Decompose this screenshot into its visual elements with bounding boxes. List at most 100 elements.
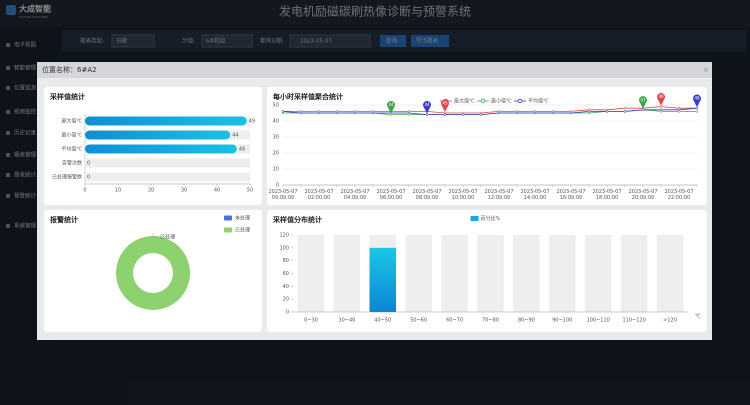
point: [569, 111, 573, 115]
menu-item[interactable]: 历史记录: [14, 129, 37, 137]
mark-pin-label: 44: [424, 102, 430, 107]
point: [551, 111, 555, 115]
x-tick-label: 90~100: [552, 318, 572, 324]
app-title: 发电机励磁碳刷热像诊断与预警系统: [279, 4, 471, 19]
category-label: 最小值℃: [61, 132, 82, 139]
date-value[interactable]: 2023-05-07: [300, 39, 332, 45]
date-input[interactable]: [289, 34, 371, 48]
x-tick-label: 100~110: [587, 318, 610, 324]
select[interactable]: [201, 34, 253, 48]
menu-item[interactable]: 视频监控: [14, 108, 37, 116]
category-label: 平均值℃: [61, 146, 82, 153]
point: [695, 106, 699, 110]
y-tick-label: 0: [286, 310, 289, 316]
select-value[interactable]: 6#机组: [206, 37, 226, 45]
modal-header: [37, 62, 712, 78]
panel: [44, 210, 262, 332]
x-tick-label: 2023-05-07 02:00:00: [304, 189, 333, 201]
y-tick-label: 120: [279, 233, 289, 239]
point: [677, 108, 681, 112]
menu-item[interactable]: 智能管理: [14, 64, 37, 72]
x-tick-label: 2023-05-07 16:00:00: [556, 189, 585, 201]
menu-item[interactable]: 电子视图: [14, 41, 37, 49]
panel: [267, 87, 707, 205]
query-button[interactable]: [380, 35, 406, 47]
menu-icon: [6, 224, 10, 228]
menu-icon: [6, 194, 10, 198]
x-tick-label: 2023-05-07 00:00:00: [268, 189, 297, 201]
band-shadow: [441, 235, 468, 312]
legend-swatch[interactable]: [224, 227, 232, 233]
point: [659, 105, 663, 108]
x-tick-label: 80~90: [518, 318, 535, 324]
y-tick-label: 30: [273, 135, 279, 141]
mark-pin-label: 45: [442, 101, 448, 106]
x-tick-label: 2023-05-07 06:00:00: [376, 189, 405, 201]
menu-item[interactable]: 位置监测: [14, 84, 37, 92]
y-tick-label: 100: [279, 245, 289, 251]
category-label: 最大值℃: [61, 118, 82, 125]
panel-title: 报警统计: [50, 215, 78, 224]
filter-label: 查询日期:: [260, 37, 284, 45]
x-tick-label: 20: [148, 188, 154, 194]
x-tick-label: 2023-05-07 12:00:00: [484, 189, 513, 201]
legend-label[interactable]: 平均值℃: [528, 98, 549, 105]
export-text[interactable]: 导出报表: [416, 37, 439, 45]
mark-pin-label: 48: [694, 96, 700, 101]
legend-label[interactable]: 已处理: [235, 227, 250, 234]
x-tick-label: 60~70: [446, 318, 463, 324]
point: [425, 113, 429, 116]
x-tick-label: 30~40: [338, 318, 355, 324]
x-tick-label: 70~80: [482, 318, 499, 324]
menu-item[interactable]: 报警统计: [14, 192, 37, 200]
mark-pin: [441, 99, 449, 112]
x-tick-label: 2023-05-07 14:00:00: [520, 189, 549, 201]
mark-pin-label: 49: [658, 94, 664, 99]
bar-track: [85, 158, 250, 168]
modal-title: 位置名称：6#A2: [42, 65, 97, 74]
query-text[interactable]: 查询: [386, 37, 398, 45]
band-shadow: [477, 235, 504, 312]
x-tick-label: 2023-05-07 04:00:00: [340, 189, 369, 201]
point: [623, 110, 627, 113]
x-tick-label: 2023-05-07 22:00:00: [664, 189, 693, 201]
bar: [85, 116, 247, 126]
header: [0, 0, 750, 28]
legend-label[interactable]: 百分比%: [481, 215, 501, 222]
menu-item[interactable]: 系统管理: [14, 222, 37, 230]
band-shadow: [333, 235, 361, 312]
point: [353, 111, 357, 115]
select-value[interactable]: 日报: [116, 37, 128, 45]
legend-label[interactable]: 未处理: [235, 215, 250, 222]
point: [695, 110, 699, 113]
y-tick-label: 0: [276, 183, 279, 189]
point: [281, 110, 285, 113]
menu-icon: [6, 173, 10, 177]
legend-label[interactable]: 最小值℃: [491, 98, 512, 105]
export-button[interactable]: [411, 35, 449, 47]
point: [479, 113, 483, 116]
point: [443, 113, 447, 116]
legend-swatch[interactable]: [224, 215, 232, 221]
point: [389, 111, 393, 115]
menu-icon: [6, 66, 10, 70]
menu-item[interactable]: 报表管理: [14, 151, 37, 159]
point: [461, 113, 465, 116]
legend-dot[interactable]: [517, 98, 523, 104]
menu-item[interactable]: 报表统计: [14, 171, 37, 179]
point: [317, 111, 321, 115]
legend-dot[interactable]: [480, 98, 486, 104]
x-tick-label: 2023-05-07 18:00:00: [592, 189, 621, 201]
point: [497, 111, 501, 115]
x-tick-label: 40~50: [374, 318, 391, 324]
mark-pin: [639, 96, 647, 109]
select[interactable]: [111, 34, 155, 48]
legend-label[interactable]: 最大值℃: [454, 98, 475, 105]
menu-icon: [6, 153, 10, 157]
legend-swatch[interactable]: [470, 216, 479, 221]
close-button[interactable]: ×: [703, 66, 709, 74]
series-line: [283, 106, 697, 114]
x-tick-label: >120: [663, 318, 677, 324]
point: [605, 110, 609, 113]
panel-title: 采样值分布统计: [272, 215, 322, 224]
